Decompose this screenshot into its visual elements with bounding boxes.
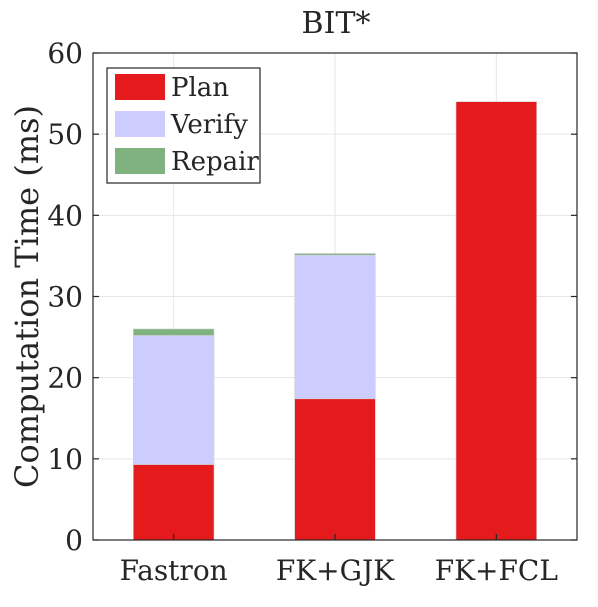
chart-title: BIT* <box>302 6 371 41</box>
legend: Plan Verify Repair <box>106 67 261 184</box>
bar-verify-fastron <box>133 335 215 465</box>
legend-label-verify: Verify <box>170 110 248 140</box>
legend-swatch-repair <box>115 148 165 174</box>
bar-plan-fk-gjk <box>294 398 376 541</box>
bar-repair-fk-gjk <box>294 253 376 256</box>
y-axis-ticks: 0 10 20 30 40 50 60 <box>47 37 577 557</box>
bars <box>133 101 537 541</box>
bar-repair-fastron <box>133 328 215 336</box>
y-tick-label: 20 <box>47 362 83 395</box>
y-axis-label: Computation Time (ms) <box>8 105 46 488</box>
y-tick-label: 60 <box>47 37 83 70</box>
y-tick-label: 0 <box>65 524 83 557</box>
x-tick-label: FK+GJK <box>276 554 395 587</box>
y-tick-label: 30 <box>47 281 83 314</box>
x-axis-ticks: Fastron FK+GJK FK+FCL <box>120 534 558 587</box>
x-tick-label: Fastron <box>120 554 228 587</box>
x-tick-label: FK+FCL <box>435 554 558 587</box>
bar-plan-fk-fcl <box>455 101 537 541</box>
legend-label-repair: Repair <box>171 147 259 177</box>
y-tick-label: 40 <box>47 199 83 232</box>
y-tick-label: 50 <box>47 118 83 151</box>
bar-verify-fk-gjk <box>294 254 376 400</box>
legend-swatch-plan <box>115 74 165 100</box>
bar-plan-fastron <box>133 464 215 541</box>
y-tick-label: 10 <box>47 443 83 476</box>
legend-swatch-verify <box>115 111 165 137</box>
legend-label-plan: Plan <box>171 73 229 103</box>
